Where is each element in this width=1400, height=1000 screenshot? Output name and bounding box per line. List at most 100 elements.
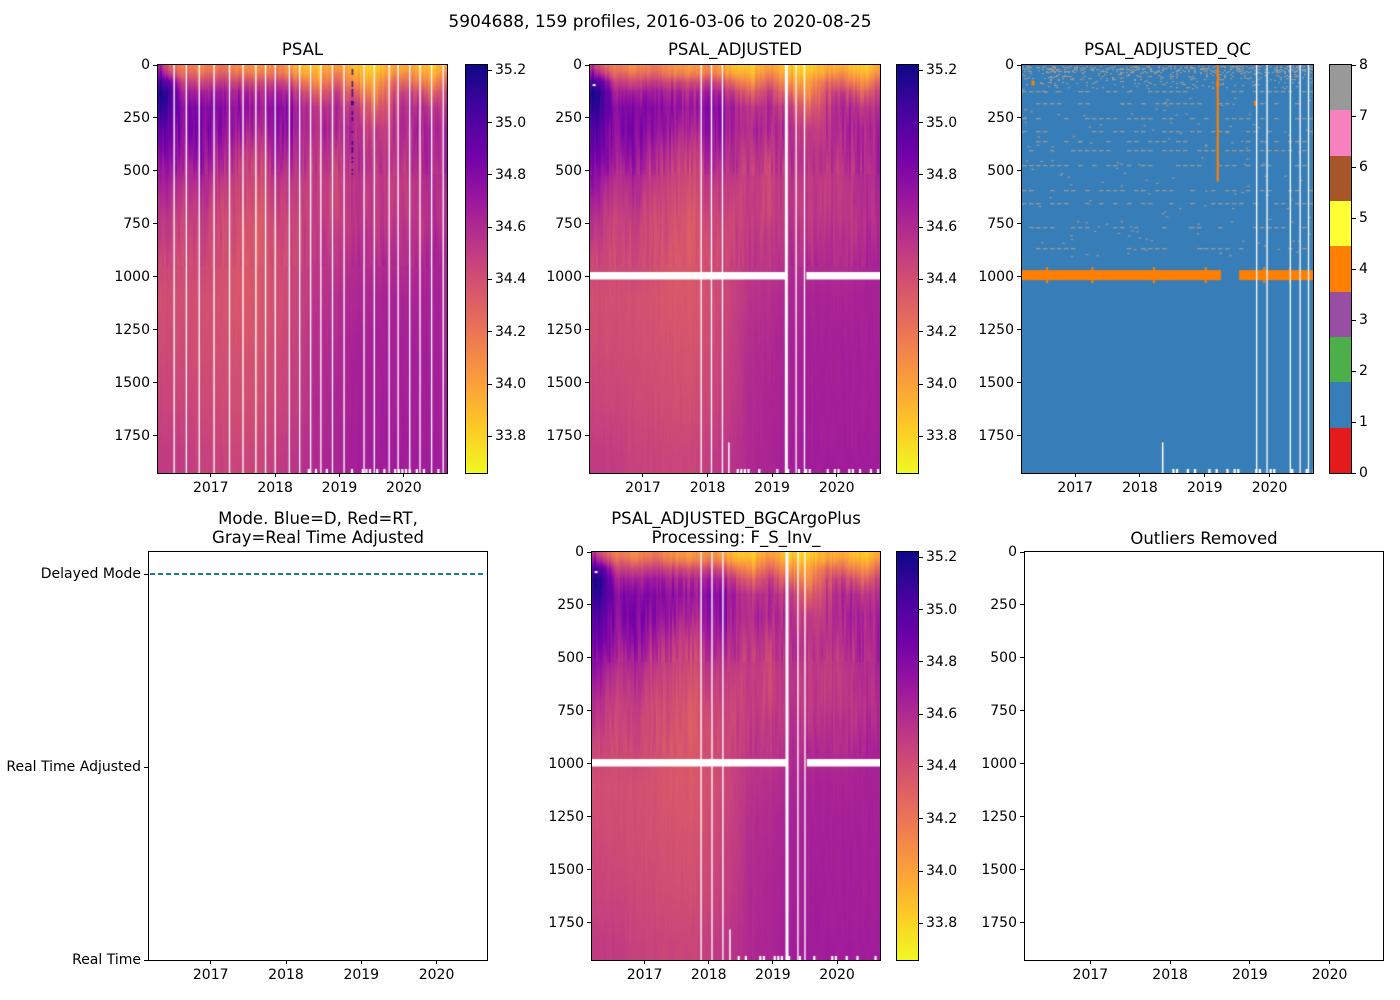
x-tick-mark xyxy=(436,960,438,964)
x-tick-label: 2017 xyxy=(192,967,229,983)
x-tick-mark xyxy=(403,473,405,477)
colorbar-tick-label: 34.0 xyxy=(926,863,958,880)
y-tick-mark xyxy=(153,276,157,278)
x-tick-label: 2018 xyxy=(1152,967,1188,983)
x-tick-mark xyxy=(642,473,644,477)
panel-psal-adjusted xyxy=(589,64,881,474)
colorbar-tick-label: 34.4 xyxy=(495,271,527,288)
colorbar-tick-mark xyxy=(919,331,923,333)
x-tick-label: 2019 xyxy=(755,967,791,983)
colorbar-tick-label: 35.2 xyxy=(495,62,527,79)
y-tick-mark xyxy=(587,710,591,712)
x-tick-label: 2018 xyxy=(689,480,726,496)
delayed-mode-line xyxy=(150,573,486,575)
psal-heatmap-canvas xyxy=(158,65,447,473)
depth-tick-label: 1750 xyxy=(548,914,584,931)
x-tick-label: 2017 xyxy=(626,967,663,983)
depth-tick-label: 250 xyxy=(987,109,1014,126)
x-tick-mark xyxy=(644,960,646,964)
x-tick-mark xyxy=(771,473,773,477)
panel-psal-adjusted-bgc xyxy=(591,551,881,961)
y-tick-mark xyxy=(1020,869,1024,871)
colorbar-tick-mark xyxy=(919,226,923,228)
y-tick-mark xyxy=(153,170,157,172)
colorbar-tick-label: 34.6 xyxy=(926,706,958,723)
mode-category-label: Real Time xyxy=(72,952,141,968)
y-tick-mark xyxy=(153,223,157,225)
x-tick-label: 2020 xyxy=(1311,967,1348,983)
colorbar-tick-mark xyxy=(1352,370,1356,372)
x-tick-mark xyxy=(772,960,774,964)
qc-colorbar-band-7 xyxy=(1330,110,1351,156)
y-tick-mark xyxy=(153,435,157,437)
x-tick-label: 2017 xyxy=(192,480,229,496)
y-tick-mark xyxy=(1017,170,1021,172)
qc-colorbar-band-2 xyxy=(1330,336,1351,383)
depth-tick-label: 0 xyxy=(573,57,582,73)
qc-colorbar-band-3 xyxy=(1330,291,1351,337)
x-tick-mark xyxy=(360,960,362,964)
depth-tick-label: 750 xyxy=(123,215,150,232)
colorbar-tick-mark xyxy=(1352,268,1356,270)
colorbar-tick-mark xyxy=(919,556,923,558)
depth-tick-label: 1750 xyxy=(114,427,150,444)
qc-colorbar-band-0 xyxy=(1330,427,1351,473)
colorbar-tick-label: 4 xyxy=(1359,261,1368,277)
depth-tick-label: 0 xyxy=(1008,544,1017,560)
x-tick-mark xyxy=(1089,960,1091,964)
x-tick-label: 2018 xyxy=(268,967,304,983)
colorbar-tick-mark xyxy=(1352,166,1356,168)
depth-tick-label: 1500 xyxy=(978,374,1014,391)
y-tick-mark xyxy=(1017,64,1021,66)
y-tick-mark xyxy=(587,816,591,818)
y-tick-mark xyxy=(585,64,589,66)
colorbar-tick-label: 35.0 xyxy=(495,114,527,131)
colorbar-tick-label: 8 xyxy=(1359,57,1368,73)
x-tick-label: 2019 xyxy=(343,967,380,983)
y-tick-mark xyxy=(587,922,591,924)
depth-tick-label: 250 xyxy=(990,596,1017,613)
x-tick-label: 2018 xyxy=(1122,480,1158,496)
colorbar-tick-label: 34.2 xyxy=(495,323,527,340)
depth-tick-label: 0 xyxy=(141,57,150,73)
psal-adjusted-title: PSAL_ADJUSTED xyxy=(667,40,803,59)
colorbar-tick-label: 34.0 xyxy=(495,376,527,393)
y-tick-mark xyxy=(1020,657,1024,659)
y-tick-mark xyxy=(153,329,157,331)
colorbar-tick-label: 35.2 xyxy=(926,549,958,566)
y-tick-mark xyxy=(585,329,589,331)
depth-tick-label: 1000 xyxy=(114,268,150,285)
bgc-heatmap-canvas xyxy=(592,552,880,960)
colorbar-tick-mark xyxy=(919,278,923,280)
colorbar-tick-mark xyxy=(488,174,492,176)
colorbar-tick-label: 34.2 xyxy=(926,810,958,827)
x-tick-label: 2017 xyxy=(625,480,661,496)
x-tick-label: 2020 xyxy=(1251,480,1288,496)
depth-tick-label: 500 xyxy=(555,162,582,179)
y-tick-mark xyxy=(587,604,591,606)
depth-tick-label: 1500 xyxy=(114,374,150,391)
depth-tick-label: 0 xyxy=(1005,57,1014,73)
y-tick-mark xyxy=(1020,604,1024,606)
x-tick-mark xyxy=(707,473,709,477)
x-tick-label: 2019 xyxy=(754,480,790,496)
colorbar-tick-mark xyxy=(1352,217,1356,219)
colorbar-tick-mark xyxy=(919,435,923,437)
depth-tick-label: 750 xyxy=(555,215,582,232)
depth-tick-label: 750 xyxy=(557,702,584,719)
bgc-colorbar xyxy=(896,551,919,961)
figure-title: 5904688, 159 profiles, 2016-03-06 to 202… xyxy=(448,12,872,32)
x-tick-mark xyxy=(708,960,710,964)
colorbar-tick-label: 34.2 xyxy=(926,323,958,340)
colorbar-tick-mark xyxy=(488,278,492,280)
y-tick-mark xyxy=(1020,551,1024,553)
depth-tick-label: 500 xyxy=(990,649,1017,666)
y-tick-mark xyxy=(585,170,589,172)
colorbar-tick-label: 35.2 xyxy=(926,62,958,79)
colorbar-tick-label: 35.0 xyxy=(926,114,958,131)
x-tick-mark xyxy=(1139,473,1141,477)
depth-tick-label: 500 xyxy=(123,162,150,179)
y-tick-mark xyxy=(585,117,589,119)
y-tick-mark xyxy=(144,573,148,575)
